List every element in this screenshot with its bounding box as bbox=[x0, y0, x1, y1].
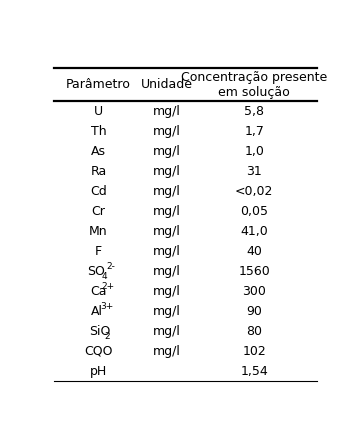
Text: SO: SO bbox=[87, 265, 105, 278]
Text: F: F bbox=[95, 245, 102, 258]
Text: Mn: Mn bbox=[89, 225, 108, 238]
Text: pH: pH bbox=[90, 365, 107, 378]
Text: Unidade: Unidade bbox=[141, 78, 193, 91]
Text: U: U bbox=[94, 105, 103, 118]
Text: mg/l: mg/l bbox=[153, 105, 181, 118]
Text: 1,0: 1,0 bbox=[244, 145, 264, 158]
Text: SiO: SiO bbox=[89, 325, 110, 338]
Text: mg/l: mg/l bbox=[153, 265, 181, 278]
Text: <0,02: <0,02 bbox=[235, 185, 273, 198]
Text: mg/l: mg/l bbox=[153, 145, 181, 158]
Text: 90: 90 bbox=[246, 305, 262, 318]
Text: Cd: Cd bbox=[90, 185, 107, 198]
Text: 80: 80 bbox=[246, 325, 262, 338]
Text: mg/l: mg/l bbox=[153, 125, 181, 138]
Text: Concentração presente
em solução: Concentração presente em solução bbox=[181, 71, 327, 99]
Text: 40: 40 bbox=[246, 245, 262, 258]
Text: 1,54: 1,54 bbox=[240, 365, 268, 378]
Text: Ra: Ra bbox=[90, 165, 107, 178]
Text: 5,8: 5,8 bbox=[244, 105, 264, 118]
Text: mg/l: mg/l bbox=[153, 185, 181, 198]
Text: 4: 4 bbox=[102, 272, 107, 281]
Text: mg/l: mg/l bbox=[153, 345, 181, 358]
Text: mg/l: mg/l bbox=[153, 245, 181, 258]
Text: 300: 300 bbox=[242, 285, 266, 298]
Text: 102: 102 bbox=[243, 345, 266, 358]
Text: 2-: 2- bbox=[107, 261, 115, 271]
Text: 31: 31 bbox=[247, 165, 262, 178]
Text: mg/l: mg/l bbox=[153, 205, 181, 218]
Text: 2: 2 bbox=[105, 332, 110, 341]
Text: 1,7: 1,7 bbox=[244, 125, 264, 138]
Text: mg/l: mg/l bbox=[153, 285, 181, 298]
Text: Cr: Cr bbox=[92, 205, 105, 218]
Text: Al: Al bbox=[91, 305, 103, 318]
Text: mg/l: mg/l bbox=[153, 165, 181, 178]
Text: mg/l: mg/l bbox=[153, 225, 181, 238]
Text: Th: Th bbox=[91, 125, 106, 138]
Text: Ca: Ca bbox=[90, 285, 106, 298]
Text: mg/l: mg/l bbox=[153, 325, 181, 338]
Text: 2+: 2+ bbox=[101, 282, 114, 290]
Text: mg/l: mg/l bbox=[153, 305, 181, 318]
Text: CQO: CQO bbox=[84, 345, 113, 358]
Text: Parâmetro: Parâmetro bbox=[66, 78, 131, 91]
Text: 1560: 1560 bbox=[239, 265, 270, 278]
Text: 3+: 3+ bbox=[100, 301, 113, 311]
Text: As: As bbox=[91, 145, 106, 158]
Text: 41,0: 41,0 bbox=[240, 225, 268, 238]
Text: 0,05: 0,05 bbox=[240, 205, 268, 218]
